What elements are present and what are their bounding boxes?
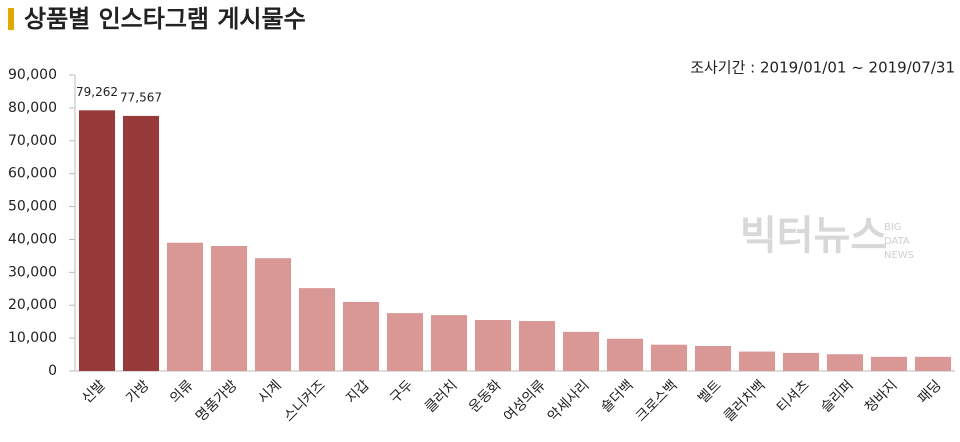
watermark-sub: NEWS — [884, 250, 914, 261]
bar — [606, 338, 644, 371]
subtitle: 조사기간 : 2019/01/01 ~ 2019/07/31 — [690, 59, 955, 77]
x-tick-label: 의류 — [167, 377, 197, 407]
y-tick-label: 50,000 — [8, 199, 57, 215]
x-tick-label: 구두 — [387, 377, 417, 407]
x-tick-label: 숄더백 — [598, 377, 637, 416]
x-tick-label: 명품가방 — [193, 377, 241, 425]
y-tick-label: 10,000 — [8, 330, 57, 346]
x-tick-label: 벨트 — [695, 377, 725, 407]
bar — [870, 356, 908, 371]
x-tick-label: 크로스백 — [633, 377, 681, 425]
watermark: 빅터뉴스 — [740, 213, 887, 259]
bar — [210, 246, 248, 371]
bar — [782, 352, 820, 371]
x-tick-label: 악세사리 — [545, 377, 593, 425]
data-label: 77,567 — [120, 90, 162, 104]
x-tick-label: 가방 — [123, 377, 153, 407]
bar — [826, 354, 864, 371]
bar — [122, 115, 160, 372]
watermark-sub: DATA — [884, 236, 910, 247]
y-tick-label: 70,000 — [8, 133, 57, 149]
bar — [650, 344, 688, 371]
x-tick-label: 티셔츠 — [774, 377, 813, 416]
bar — [738, 351, 776, 371]
chart-title: 상품별 인스타그램 게시물수 — [24, 5, 306, 33]
x-tick-label: 패딩 — [915, 377, 945, 407]
bar — [166, 242, 204, 371]
bar — [914, 356, 952, 371]
bar — [342, 301, 380, 371]
watermark-sub: BIG — [884, 222, 902, 233]
y-tick-label: 20,000 — [8, 297, 57, 313]
x-tick-label: 신발 — [79, 377, 109, 407]
y-tick-label: 80,000 — [8, 100, 57, 116]
bar — [430, 315, 468, 371]
bar — [694, 346, 732, 371]
bar — [474, 320, 512, 371]
x-tick-label: 청바지 — [862, 377, 901, 416]
title-marker — [8, 8, 14, 30]
x-tick-label: 클러치 — [422, 377, 461, 416]
x-tick-label: 운동화 — [466, 377, 505, 416]
bar — [298, 288, 336, 371]
x-tick-label: 슬리퍼 — [818, 377, 857, 416]
y-tick-label: 60,000 — [8, 166, 57, 182]
y-tick-label: 0 — [48, 363, 57, 379]
y-tick-label: 40,000 — [8, 231, 57, 247]
y-tick-label: 30,000 — [8, 264, 57, 280]
x-tick-label: 시계 — [255, 377, 285, 407]
bar — [254, 258, 292, 371]
x-tick-label: 클러치백 — [721, 377, 769, 425]
data-label: 79,262 — [76, 85, 118, 99]
bar — [518, 321, 556, 371]
x-tick-label: 지갑 — [343, 377, 373, 407]
bar — [78, 110, 116, 371]
y-tick-label: 90,000 — [8, 67, 57, 83]
bar — [562, 331, 600, 371]
bar — [386, 313, 424, 371]
x-tick-label: 여성의류 — [501, 377, 549, 425]
x-tick-label: 스니커즈 — [281, 377, 329, 425]
